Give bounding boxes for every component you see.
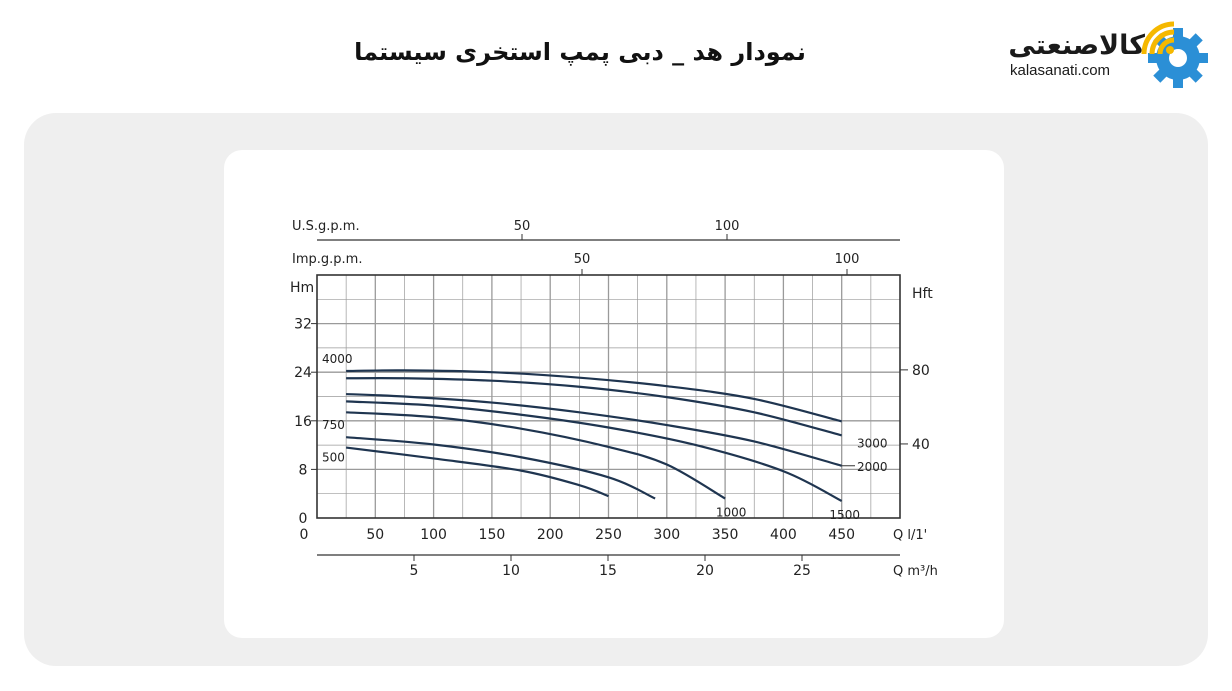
site-logo[interactable]: کالاصنعتی kalasanati.com (980, 18, 1212, 96)
x-tick-label: 400 (770, 527, 797, 543)
series-label-2000: 2000 (857, 460, 888, 474)
series-line-3000 (346, 376, 842, 437)
x-tick-label: 450 (828, 527, 855, 543)
x-m3h-label: Q m³/h (893, 564, 938, 579)
header: نمودار هد _ دبی پمپ استخری سیستما کالاصن… (0, 0, 1232, 110)
x-tick-label: 100 (420, 527, 447, 543)
y-right-label: Hft (912, 286, 933, 302)
series-line-4000 (346, 369, 842, 423)
m3h-tick-label: 20 (696, 563, 714, 579)
x-tick-label: 50 (366, 527, 384, 543)
series-label-500: 500 (322, 451, 345, 465)
y-left-tick-label: 0 (299, 511, 308, 527)
x-primary-label: Q l/1' (893, 528, 927, 543)
series-label-4000: 4000 (322, 352, 353, 366)
y-left-label: Hm (290, 280, 314, 296)
series-label-1500: 1500 (829, 508, 860, 522)
y-left-tick-label: 8 (299, 462, 308, 478)
page-title: نمودار هد _ دبی پمپ استخری سیستما (354, 38, 806, 66)
series-line-1000 (346, 411, 726, 500)
m3h-tick-label: 10 (502, 563, 520, 579)
series-label-3000: 3000 (857, 436, 888, 450)
y-left-tick-label: 16 (294, 414, 312, 430)
x-tick-label: 300 (653, 527, 680, 543)
x-tick-label: 150 (479, 527, 506, 543)
grid-lines (317, 275, 900, 518)
plot-frame (316, 274, 901, 519)
x-tick-label: 200 (537, 527, 564, 543)
usgpm-tick-label: 100 (715, 219, 740, 234)
impgpm-label: Imp.g.p.m. (292, 252, 362, 267)
series-line-500 (346, 446, 609, 498)
chart-frame (311, 234, 908, 561)
y-left-tick-label: 24 (294, 365, 312, 381)
usgpm-tick-label: 50 (514, 219, 531, 234)
x-tick-label: 0 (300, 527, 309, 543)
m3h-tick-label: 15 (599, 563, 617, 579)
x-tick-label: 250 (595, 527, 622, 543)
series-line-750 (346, 436, 656, 500)
y-right-tick-label: 40 (912, 437, 930, 453)
x-tick-label: 350 (712, 527, 739, 543)
series-label-1000: 1000 (716, 506, 747, 520)
y-right-tick-label: 80 (912, 363, 930, 379)
series-lines (346, 369, 855, 502)
m3h-tick-label: 5 (410, 563, 419, 579)
logo-text: کالاصنعتی (1008, 30, 1145, 61)
usgpm-label: U.S.g.p.m. (292, 219, 360, 234)
gear-wifi-icon (1141, 21, 1208, 88)
impgpm-tick-label: 100 (835, 252, 860, 267)
m3h-tick-label: 25 (793, 563, 811, 579)
y-left-tick-label: 32 (294, 317, 312, 333)
impgpm-tick-label: 50 (574, 252, 591, 267)
series-label-750: 750 (322, 418, 345, 432)
series-line-1500 (346, 400, 843, 502)
logo-url: kalasanati.com (1010, 62, 1111, 79)
series-line-2000 (346, 392, 842, 467)
